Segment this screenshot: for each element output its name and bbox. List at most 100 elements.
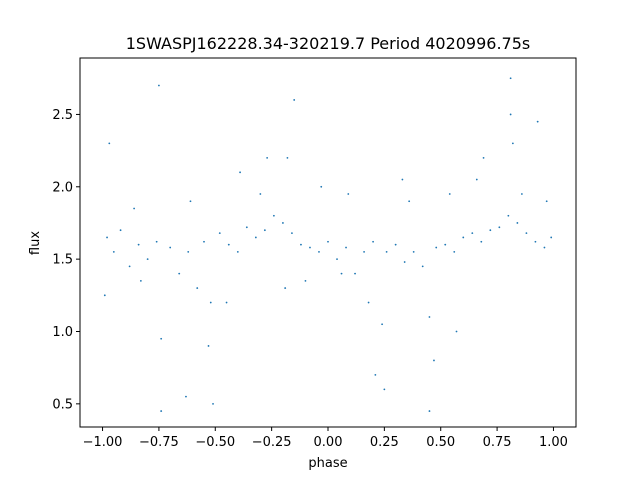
data-point (428, 410, 431, 412)
data-point (475, 178, 478, 181)
data-point (421, 265, 424, 268)
data-point (259, 193, 262, 195)
data-point (534, 240, 537, 243)
data-point (158, 84, 160, 87)
y-tick-label: 2.5 (52, 108, 73, 123)
data-point (218, 232, 221, 234)
data-point (133, 207, 136, 210)
data-point (284, 287, 287, 289)
data-point (536, 120, 539, 123)
data-point (146, 258, 149, 261)
data-point (282, 222, 284, 224)
data-point (345, 246, 347, 249)
data-point (455, 330, 458, 333)
data-point (272, 214, 275, 217)
data-point (185, 395, 187, 398)
data-point (394, 243, 397, 246)
data-point (374, 374, 377, 376)
y-tick-label: 1.0 (52, 325, 73, 340)
data-point (354, 272, 356, 275)
y-axis-label: flux (28, 231, 43, 255)
data-point (453, 251, 456, 253)
data-point (543, 246, 546, 249)
data-point (304, 279, 307, 282)
data-point (482, 156, 485, 159)
data-point (401, 178, 404, 181)
data-point (155, 240, 158, 243)
data-point (509, 113, 512, 116)
data-point (203, 240, 205, 243)
x-tick-label: 0.75 (483, 435, 512, 450)
data-point (119, 229, 122, 232)
x-tick-label: 0.50 (426, 435, 455, 450)
data-point (236, 251, 239, 253)
x-tick-label: −1.00 (83, 435, 123, 450)
data-point (212, 402, 214, 405)
y-axis-ticks: 0.5 1.0 1.5 2.0 2.5 (52, 108, 80, 412)
data-point (139, 279, 142, 282)
data-point (128, 265, 131, 268)
data-point (239, 171, 241, 174)
data-point (300, 243, 302, 246)
data-point (318, 251, 320, 253)
x-tick-label: −0.25 (252, 435, 292, 450)
data-point (112, 251, 115, 253)
data-point (209, 301, 212, 304)
data-point (227, 243, 230, 246)
x-tick-label: −0.75 (139, 435, 179, 450)
data-point (509, 77, 512, 80)
data-point (444, 243, 447, 246)
data-point (363, 251, 365, 253)
data-point (137, 243, 140, 246)
y-tick-label: 1.5 (52, 253, 73, 268)
data-point (189, 200, 192, 203)
data-point (225, 301, 228, 304)
data-point (525, 232, 528, 234)
data-point (412, 251, 415, 253)
data-point (327, 240, 329, 243)
data-point (462, 236, 465, 239)
data-point (103, 294, 106, 297)
data-point (381, 323, 384, 326)
data-point (545, 200, 548, 203)
data-point (254, 236, 257, 239)
x-tick-label: 1.00 (539, 435, 568, 450)
data-point (263, 229, 266, 232)
data-point (340, 272, 343, 275)
data-point (336, 258, 338, 261)
data-point (245, 226, 248, 229)
data-point (286, 156, 289, 159)
scatter-points (103, 77, 553, 412)
data-point (408, 200, 411, 203)
data-point (196, 287, 199, 289)
data-point (516, 222, 519, 224)
chart-title: 1SWASPJ162228.34-320219.7 Period 4020996… (126, 34, 531, 53)
data-point (498, 226, 501, 229)
data-point (160, 410, 163, 412)
data-point (428, 316, 431, 318)
data-point (291, 232, 293, 234)
data-point (471, 232, 474, 234)
data-point (372, 240, 374, 243)
x-tick-label: −0.50 (195, 435, 235, 450)
data-point (169, 246, 172, 249)
y-tick-label: 0.5 (52, 397, 73, 412)
data-point (207, 345, 210, 347)
x-axis-ticks: −1.00 −0.75 −0.50 −0.25 0.00 0.25 0.50 0.75 1.00 (83, 427, 568, 450)
data-point (160, 337, 163, 340)
y-tick-label: 2.0 (52, 180, 73, 195)
data-point (435, 246, 438, 249)
data-point (511, 142, 514, 145)
x-tick-label: 0.25 (370, 435, 399, 450)
data-point (347, 193, 350, 195)
data-point (178, 272, 181, 275)
data-point (550, 236, 553, 239)
data-point (309, 246, 311, 249)
data-point (520, 193, 523, 195)
data-point (320, 185, 323, 188)
data-point (507, 214, 510, 217)
data-point (367, 301, 370, 304)
data-point (385, 251, 388, 253)
data-point (293, 99, 296, 101)
